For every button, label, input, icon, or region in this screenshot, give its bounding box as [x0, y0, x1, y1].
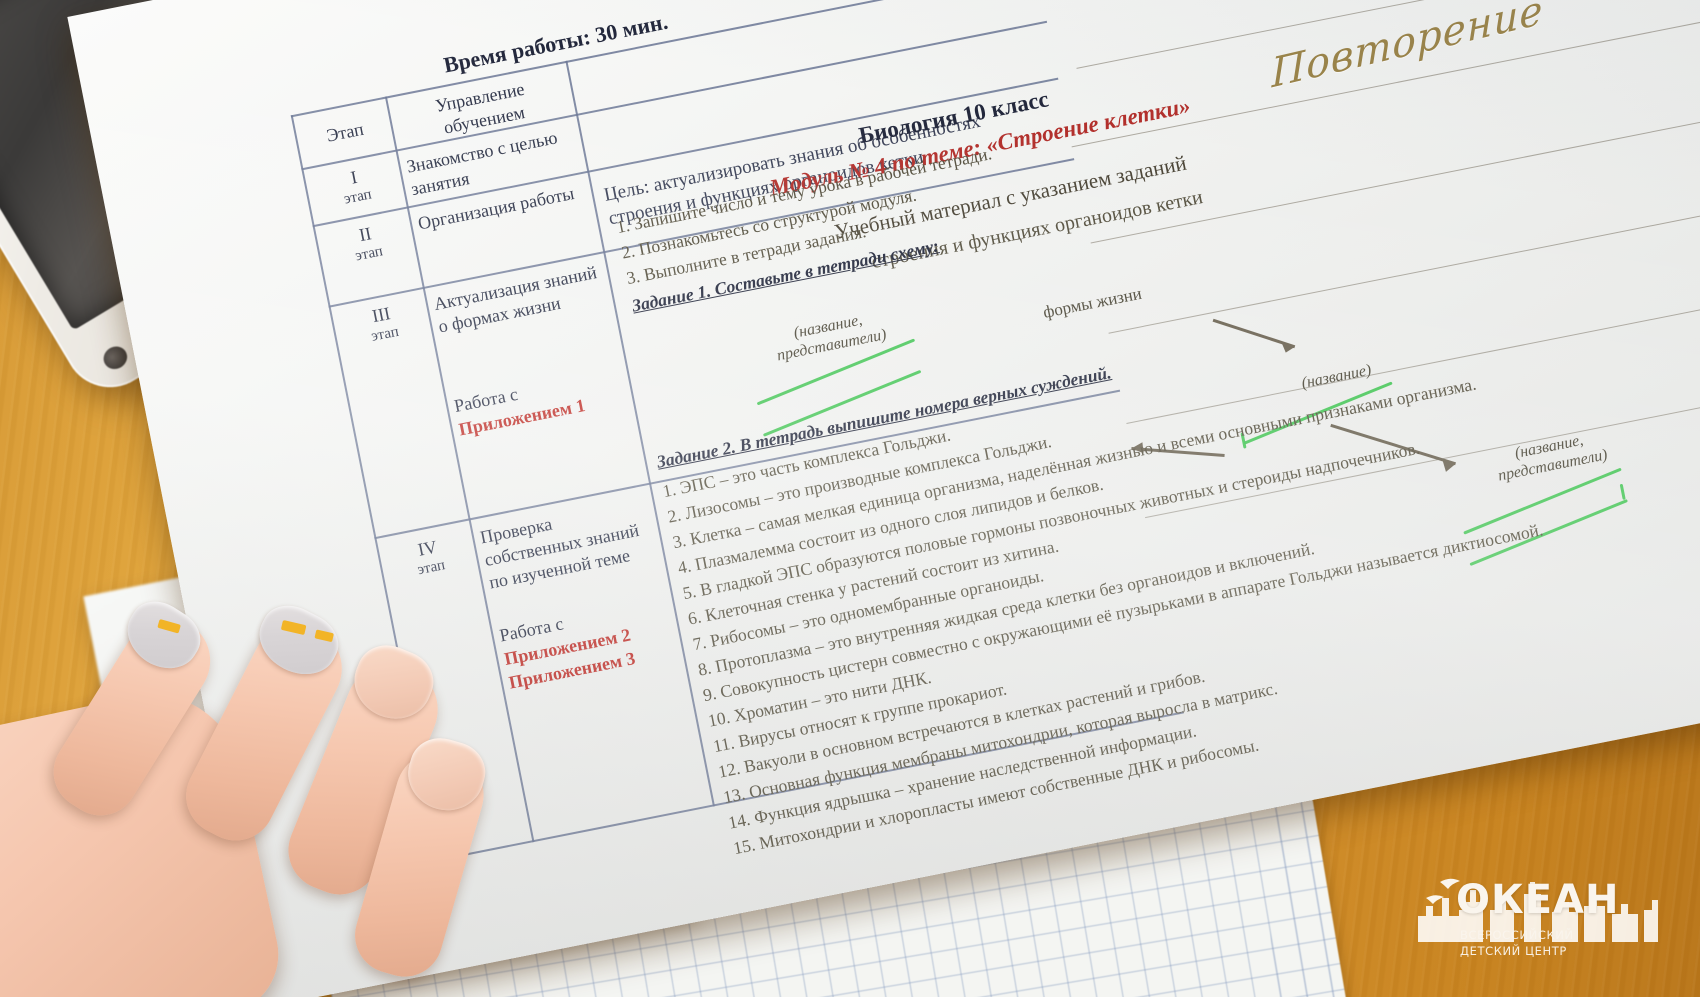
biology-worksheet: Время работы: 30 мин. Этап Управление об… [67, 0, 1700, 997]
nail-gold-foil-middle [280, 619, 307, 636]
seagull-skyline-icon [1418, 878, 1658, 942]
worksheet-content: Время работы: 30 мин. Этап Управление об… [67, 0, 1700, 997]
scheme-green-tick-1 [1619, 483, 1626, 501]
watermark-brand: ОКЕАН [1456, 877, 1620, 923]
phone-headphone-jack [99, 342, 132, 374]
watermark-subtitle-2: ДЕТСКИЙ ЦЕНТР [1460, 944, 1567, 958]
stage-4-management: Проверка собственных знаний по изученной… [478, 513, 641, 593]
ruled-line-3 [1090, 114, 1700, 244]
stage-3-management: Актуализация знаний о формах жизни [432, 262, 599, 337]
scheme-arrows [1131, 318, 1457, 472]
nail-gold-foil-middle-2 [314, 629, 334, 643]
handwritten-note: Повторение [1270, 0, 1544, 98]
watermark-subtitle-1: ВСЕРОССИЙСКИЙ [1460, 928, 1574, 942]
nail-gold-foil-index [157, 618, 181, 634]
table-header-stage: Этап [324, 118, 366, 146]
watermark: ОКЕАН ВСЕРОССИЙСКИЙ ДЕТСКИЙ ЦЕНТР [1412, 836, 1662, 966]
hand-with-manicured-nails [0, 590, 560, 997]
